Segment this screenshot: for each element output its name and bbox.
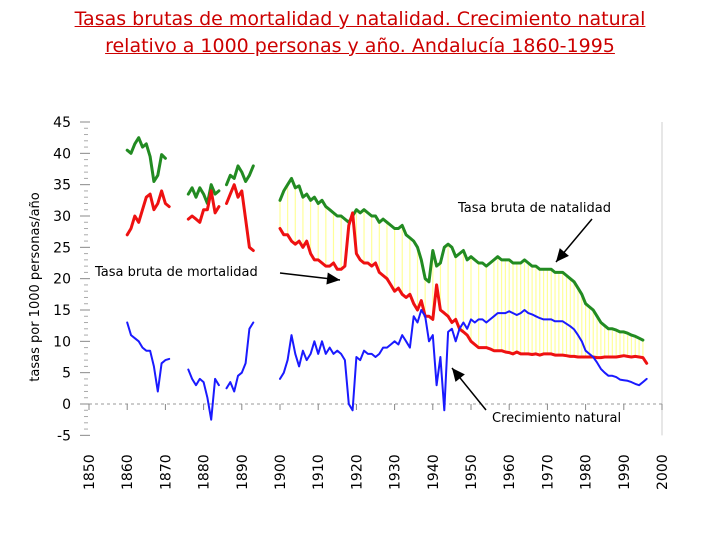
annotation-natality: Tasa bruta de natalidad [457,201,611,216]
annotation-mortality-bg [90,262,278,282]
growth-line-segment [187,368,220,421]
y-tick-label: 15 [53,303,71,319]
x-tick-label: 1990 [617,454,633,490]
x-tick-label: 1970 [540,454,556,490]
y-tick-label: 25 [53,240,71,256]
natality-line-segment [125,136,167,183]
x-tick-label: 1980 [579,454,595,490]
y-tick-label: 5 [62,366,71,382]
annotation-mortality: Tasa bruta de mortalidad [94,265,258,280]
arrow-mortality-head [326,272,340,285]
natality-mortality-gap [279,184,644,358]
mortality-line-segment [125,189,171,237]
axes: 45 40 35 30 25 20 15 10 5 0 -5 1850 1860 1870 1880 1890… [53,115,671,490]
x-tick-label: 1900 [273,454,289,490]
growth-line-segment [279,309,648,412]
title-line-2: relativo a 1000 personas y año. Andalucí… [105,35,615,57]
arrow-growth-head [452,368,465,382]
y-tick-label: 30 [53,209,71,225]
x-tick-label: 1850 [82,454,98,490]
growth-line-segment [126,321,171,393]
x-tick-label: 1920 [349,454,365,490]
arrow-natality-head [556,248,569,262]
x-tick-label: 1890 [235,454,251,490]
y-tick-label: 20 [53,272,71,288]
y-tick-label: 10 [53,334,71,350]
natality-line-segment [225,164,255,187]
x-tick-label: 1910 [311,454,327,490]
series-lines [125,136,649,421]
x-tick-label: 2000 [655,454,671,490]
annotation-growth: Crecimiento natural [492,411,621,426]
title-line-1: Tasas brutas de mortalidad y natalidad. … [74,8,646,30]
natality-line-segment [278,176,645,342]
x-tick-label: 1880 [197,454,213,490]
y-tick-label: 35 [53,178,71,194]
x-tick-label: 1960 [502,454,518,490]
x-tick-label: 1860 [120,454,136,490]
y-tick-label: 40 [53,146,71,162]
mortality-line-segment [225,183,255,252]
y-tick-label: -5 [57,428,71,444]
x-tick-label: 1940 [426,454,442,490]
y-axis-label: tasas por 1000 personas/año [28,192,43,381]
x-tick-label: 1870 [158,454,174,490]
chart-title: Tasas brutas de mortalidad y natalidad. … [0,6,720,60]
mortality-line-segment [278,211,649,365]
y-tick-label: 45 [53,115,71,131]
growth-line-segment [225,321,255,393]
x-tick-label: 1950 [464,454,480,490]
y-tick-label: 0 [62,397,71,413]
annotations: Tasa bruta de natalidad Tasa bruta de mo… [90,201,621,426]
x-tick-label: 1930 [388,454,404,490]
natality-line-segment [186,183,221,205]
mortality-line-segment [186,189,221,224]
